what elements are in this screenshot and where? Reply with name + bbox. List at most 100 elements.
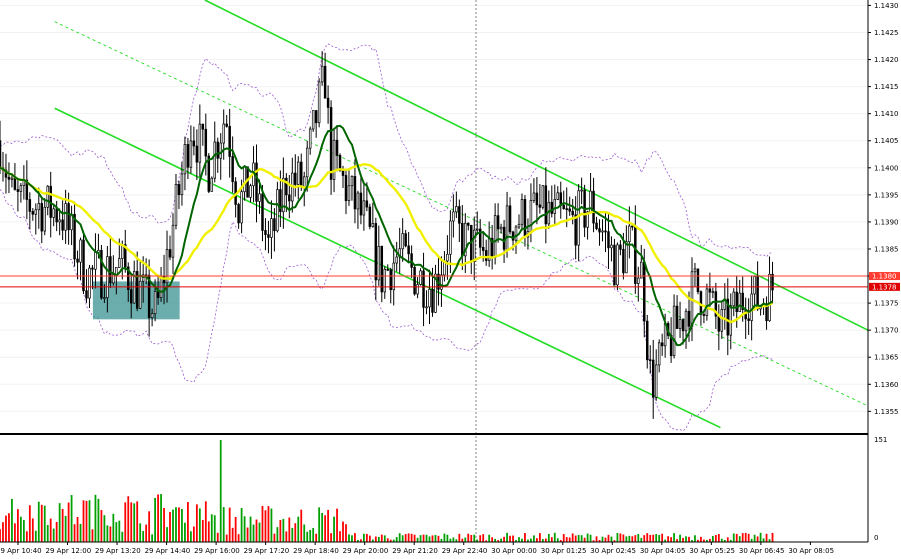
volume-bar [8,513,10,542]
volume-bar [330,533,332,542]
volume-bar [583,537,586,542]
volume-bar [661,533,664,542]
candle-body [619,244,622,250]
volume-bar [512,535,514,542]
volume-bar [577,534,580,542]
candle-body [344,175,348,202]
candle-body [43,206,46,232]
volume-bar [443,533,446,542]
volume-bar [243,516,246,542]
candle-body [681,319,685,332]
time-tick-label: 29 Apr 21:20 [392,547,438,555]
volume-bar [762,538,765,542]
volume-bar [446,534,449,542]
volume-bar [46,525,49,542]
volume-bar [88,500,91,542]
candle-body [165,249,169,284]
candle-body [135,271,139,309]
volume-bar [324,515,327,542]
volume-bar [2,522,4,542]
candle-body [79,239,82,263]
candle-body [368,206,372,227]
volume-bar [500,538,502,542]
volume-bar [685,536,687,542]
candle-body [565,208,568,211]
volume-bar [643,535,646,542]
volume-bar [741,533,744,542]
candle-body [180,173,184,196]
volume-bar [732,533,735,542]
volume-bar [31,518,34,542]
volume-bar [377,536,380,542]
volume-bar [768,539,771,542]
candle-body [19,185,23,192]
volume-bar [580,535,583,542]
candle-body [13,177,17,190]
volume-bar [473,534,476,542]
candle-body [598,228,601,233]
volume-bar [258,522,261,542]
time-tick-label: 29 Apr 13:20 [95,547,141,555]
candle-body [25,179,29,200]
volume-bar [530,538,532,542]
volume-bar [222,507,225,542]
candle-body [85,290,88,299]
candle-body [156,291,160,298]
candle-body [76,258,79,263]
volume-bar [607,534,610,542]
price-tag-label: 1.1380 [872,273,897,281]
candle-body [496,215,500,230]
volume-bar [658,534,661,542]
candle-body [189,140,193,168]
candle-body [768,273,771,322]
candle-body [592,190,595,224]
volume-bar [28,505,31,542]
candle-body [270,218,273,238]
volume-bar [646,533,649,542]
volume-bar [240,508,243,542]
candle-body [34,209,38,215]
chart-axes [0,0,869,543]
candle-body [660,342,664,347]
time-tick-label: 30 Apr 06:45 [739,547,785,555]
candle-body [431,288,434,313]
candle-body [714,291,718,317]
volume-bar [142,531,145,542]
volume-bar [398,533,401,542]
candle-body [37,203,41,211]
volume-bar [79,523,82,542]
candle-body [377,245,381,281]
volume-bar [452,537,455,542]
price-tick-label: 1.1410 [874,110,899,118]
candle-body [365,200,369,208]
volume-bar [419,535,422,542]
volume-bar [178,507,180,542]
volume-bar [64,515,67,542]
time-tick-label: 30 Apr 02:45 [590,547,636,555]
candle-body [386,268,389,271]
price-tick-label: 1.1430 [874,2,899,10]
candle-body [285,177,288,196]
volume-bar [151,534,154,542]
volume-bar [723,539,726,542]
volume-bar [100,510,103,542]
candle-body [765,304,768,322]
volume-bar [288,517,291,542]
volume-bar [706,539,708,542]
price-tick-label: 1.1365 [874,354,899,362]
volume-bar [506,532,508,542]
volume-bar [285,531,288,542]
candle-body [103,297,106,299]
candle-body [562,205,565,210]
candle-body [601,230,604,233]
volume-bar [425,534,428,542]
candle-body [458,206,461,224]
candle-body [109,256,112,284]
candle-body [138,280,142,309]
candle-body [311,110,315,130]
volume-bars [0,440,774,542]
volume-bar [491,537,494,542]
volume-bar [533,535,535,542]
candle-body [73,213,76,260]
